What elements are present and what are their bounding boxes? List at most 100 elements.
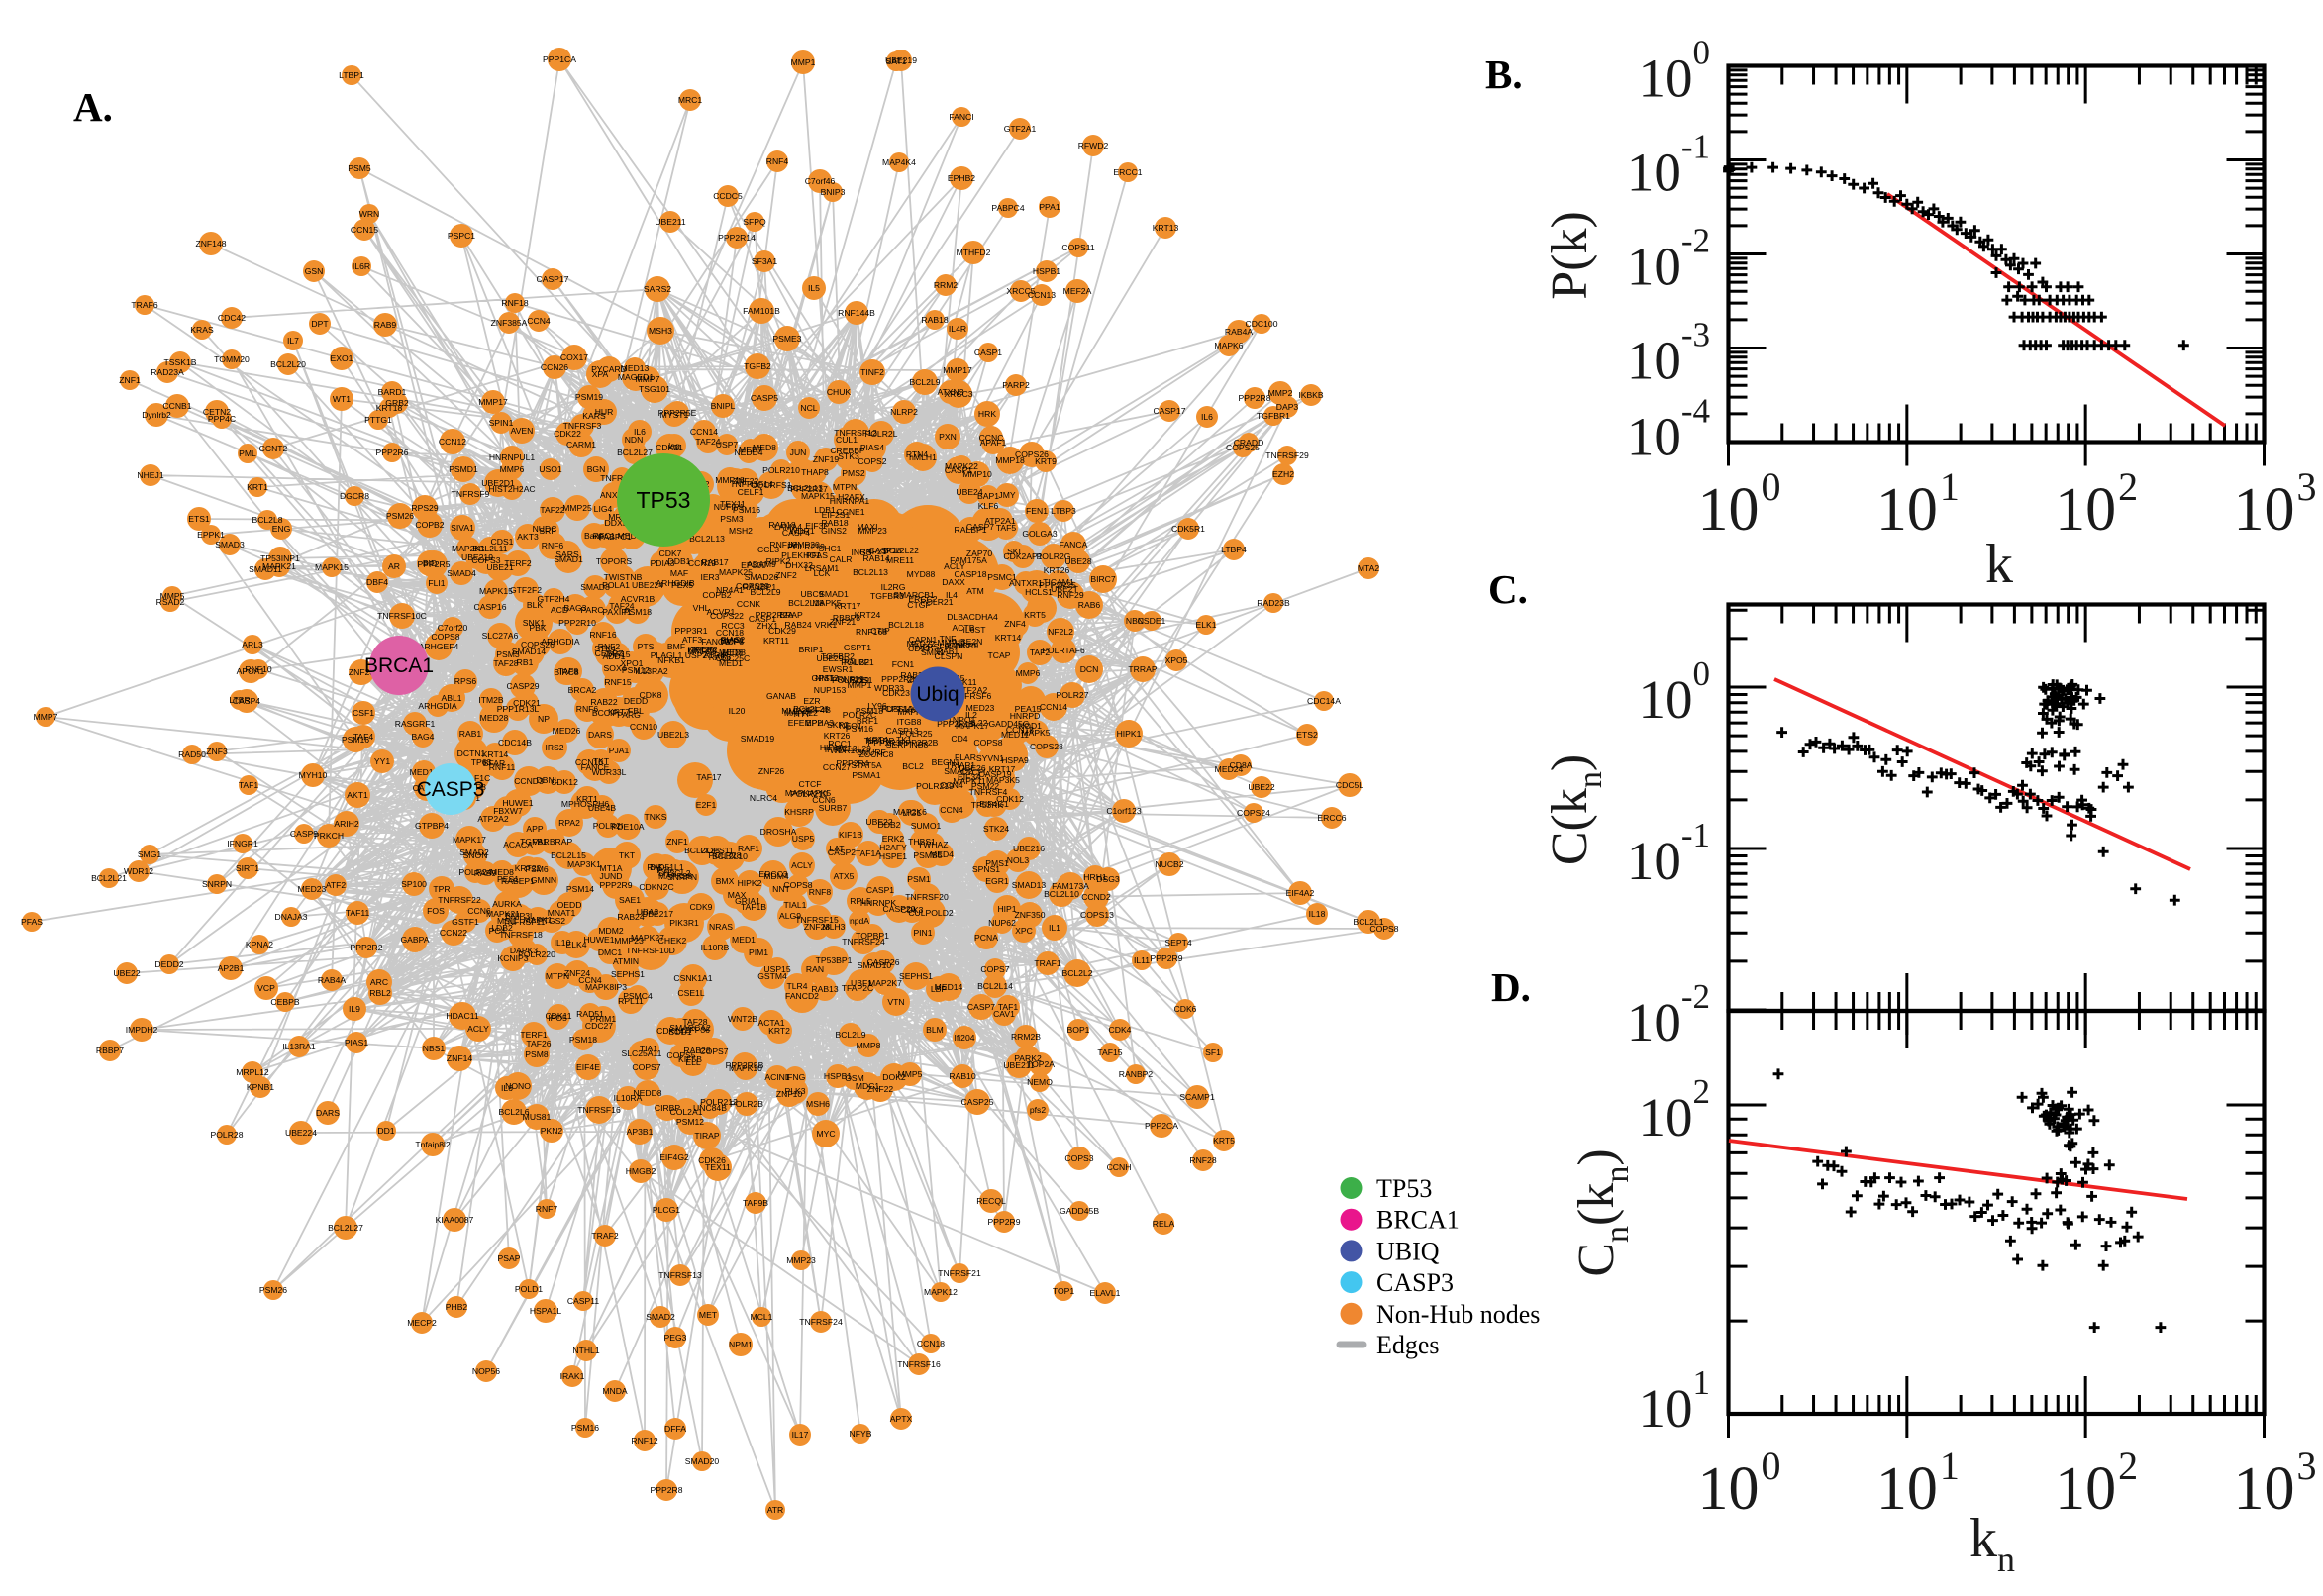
svg-text:PSMC4: PSMC4 <box>623 991 653 1001</box>
svg-text:CASP18: CASP18 <box>869 546 902 555</box>
svg-text:CDC42: CDC42 <box>218 313 246 323</box>
svg-text:SEPT4: SEPT4 <box>1164 938 1191 948</box>
svg-text:FLI1: FLI1 <box>428 578 445 588</box>
svg-text:SP100: SP100 <box>401 879 427 889</box>
svg-text:KRT1: KRT1 <box>247 482 268 492</box>
svg-text:CDK5R1: CDK5R1 <box>1171 524 1205 534</box>
svg-text:FEN1: FEN1 <box>1026 506 1048 516</box>
svg-text:COPS13: COPS13 <box>1080 910 1114 920</box>
svg-text:CDK21: CDK21 <box>513 698 541 708</box>
svg-text:PPP2R6: PPP2R6 <box>376 448 409 457</box>
svg-text:TOP1: TOP1 <box>1053 1286 1075 1296</box>
svg-text:TCAP: TCAP <box>988 650 1011 660</box>
svg-text:Banp: Banp <box>584 531 604 541</box>
svg-text:PABPC4: PABPC4 <box>991 203 1024 213</box>
svg-text:3: 3 <box>2297 1444 2317 1488</box>
svg-text:1: 1 <box>1940 464 1960 509</box>
svg-text:PXN: PXN <box>939 432 957 442</box>
svg-text:COPS8: COPS8 <box>431 632 459 642</box>
svg-text:DPT: DPT <box>311 319 329 329</box>
svg-text:BCL2L13: BCL2L13 <box>689 534 725 544</box>
svg-text:TAF22: TAF22 <box>540 505 564 515</box>
svg-text:PARC: PARC <box>580 605 603 615</box>
svg-text:DAPK3: DAPK3 <box>510 946 538 955</box>
svg-text:PEA15: PEA15 <box>1015 704 1042 714</box>
svg-text:ACVR1B: ACVR1B <box>621 594 656 604</box>
svg-text:BLM: BLM <box>926 1025 944 1035</box>
svg-text:JMY: JMY <box>998 490 1015 500</box>
svg-text:ACLY: ACLY <box>467 1024 489 1034</box>
svg-text:MSH6: MSH6 <box>806 1099 830 1109</box>
svg-text:RNF28: RNF28 <box>1189 1155 1216 1165</box>
svg-text:10: 10 <box>2234 1455 2295 1523</box>
svg-text:PSMC1: PSMC1 <box>987 572 1017 582</box>
svg-text:SEPHS1: SEPHS1 <box>899 971 933 981</box>
svg-text:ZNF3: ZNF3 <box>206 747 228 756</box>
svg-text:KRT13: KRT13 <box>1153 223 1179 233</box>
svg-text:CASP5: CASP5 <box>751 393 778 403</box>
svg-text:CASP25: CASP25 <box>961 1097 994 1107</box>
svg-text:ELK1: ELK1 <box>1195 620 1216 630</box>
svg-text:USP2: USP2 <box>685 650 708 660</box>
svg-text:GADD45B: GADD45B <box>1060 1206 1099 1216</box>
svg-text:SAE1: SAE1 <box>619 895 641 905</box>
svg-text:FAM173A: FAM173A <box>1052 881 1089 891</box>
svg-text:SOD1: SOD1 <box>668 1027 692 1037</box>
svg-text:PFAS: PFAS <box>21 917 43 927</box>
svg-text:10: 10 <box>1698 1455 1760 1523</box>
svg-text:IL4: IL4 <box>946 590 958 600</box>
svg-text:STK24: STK24 <box>983 824 1009 834</box>
svg-text:COPS11: COPS11 <box>1061 243 1094 252</box>
svg-text:IL13RA1: IL13RA1 <box>282 1042 316 1051</box>
svg-text:MNDA: MNDA <box>602 1386 628 1396</box>
svg-text:NOD1: NOD1 <box>1018 721 1042 731</box>
svg-text:PLEKHO1: PLEKHO1 <box>781 550 821 560</box>
svg-text:GOLGA3: GOLGA3 <box>1022 529 1058 539</box>
svg-text:IL17: IL17 <box>792 1430 809 1440</box>
svg-text:LTBP1: LTBP1 <box>339 70 364 80</box>
svg-text:LAT: LAT <box>829 844 845 853</box>
svg-text:BRCA1: BRCA1 <box>364 654 434 677</box>
svg-text:POLR2B: POLR2B <box>730 1099 763 1109</box>
svg-text:PRKCH: PRKCH <box>314 831 344 841</box>
svg-text:MSH2: MSH2 <box>729 526 753 536</box>
svg-text:MMP25: MMP25 <box>562 503 592 513</box>
svg-text:ZNF350: ZNF350 <box>1014 910 1045 920</box>
svg-text:USO1: USO1 <box>539 464 562 474</box>
svg-text:KRT4: KRT4 <box>866 735 888 745</box>
svg-text:MMP8: MMP8 <box>857 1041 881 1050</box>
svg-text:GRIA1: GRIA1 <box>735 896 760 906</box>
svg-text:SMAD20: SMAD20 <box>685 1456 720 1466</box>
svg-text:LDB2: LDB2 <box>491 923 513 933</box>
svg-text:DFFA: DFFA <box>664 1424 686 1434</box>
svg-text:BGN: BGN <box>587 464 606 474</box>
svg-text:COPS3: COPS3 <box>471 555 500 565</box>
svg-text:PSM3: PSM3 <box>496 649 520 659</box>
svg-text:DEDD2: DEDD2 <box>154 959 183 969</box>
svg-text:SMAD11: SMAD11 <box>249 564 282 574</box>
svg-text:AVEN: AVEN <box>511 426 534 436</box>
svg-text:PSMD1: PSMD1 <box>449 464 478 474</box>
svg-text:MAPK17: MAPK17 <box>453 835 486 845</box>
svg-text:HDAC11: HDAC11 <box>446 1011 478 1021</box>
svg-text:HSPB1: HSPB1 <box>1033 266 1060 276</box>
svg-text:PPP2R8: PPP2R8 <box>1239 393 1271 403</box>
svg-text:COPS24: COPS24 <box>1237 808 1270 818</box>
svg-text:ZNF148: ZNF148 <box>195 239 226 249</box>
svg-text:CASP11: CASP11 <box>567 1296 600 1306</box>
svg-text:UBE219: UBE219 <box>885 55 917 65</box>
svg-text:PML: PML <box>239 449 256 458</box>
svg-text:COPS8: COPS8 <box>1369 924 1398 934</box>
svg-text:ALG9: ALG9 <box>779 911 801 921</box>
svg-text:PJA1: PJA1 <box>609 746 630 755</box>
svg-text:KRAS: KRAS <box>190 325 214 335</box>
svg-text:UBE224: UBE224 <box>285 1128 317 1138</box>
svg-text:MED1: MED1 <box>732 935 756 945</box>
svg-text:ATXN3: ATXN3 <box>937 387 963 397</box>
svg-text:PSME3: PSME3 <box>772 334 801 344</box>
svg-text:CCN15: CCN15 <box>351 225 378 235</box>
svg-text:RNF11: RNF11 <box>489 762 516 772</box>
svg-text:TSG101: TSG101 <box>639 384 670 394</box>
svg-text:UBE224: UBE224 <box>632 580 663 590</box>
svg-text:ACD: ACD <box>551 605 568 615</box>
